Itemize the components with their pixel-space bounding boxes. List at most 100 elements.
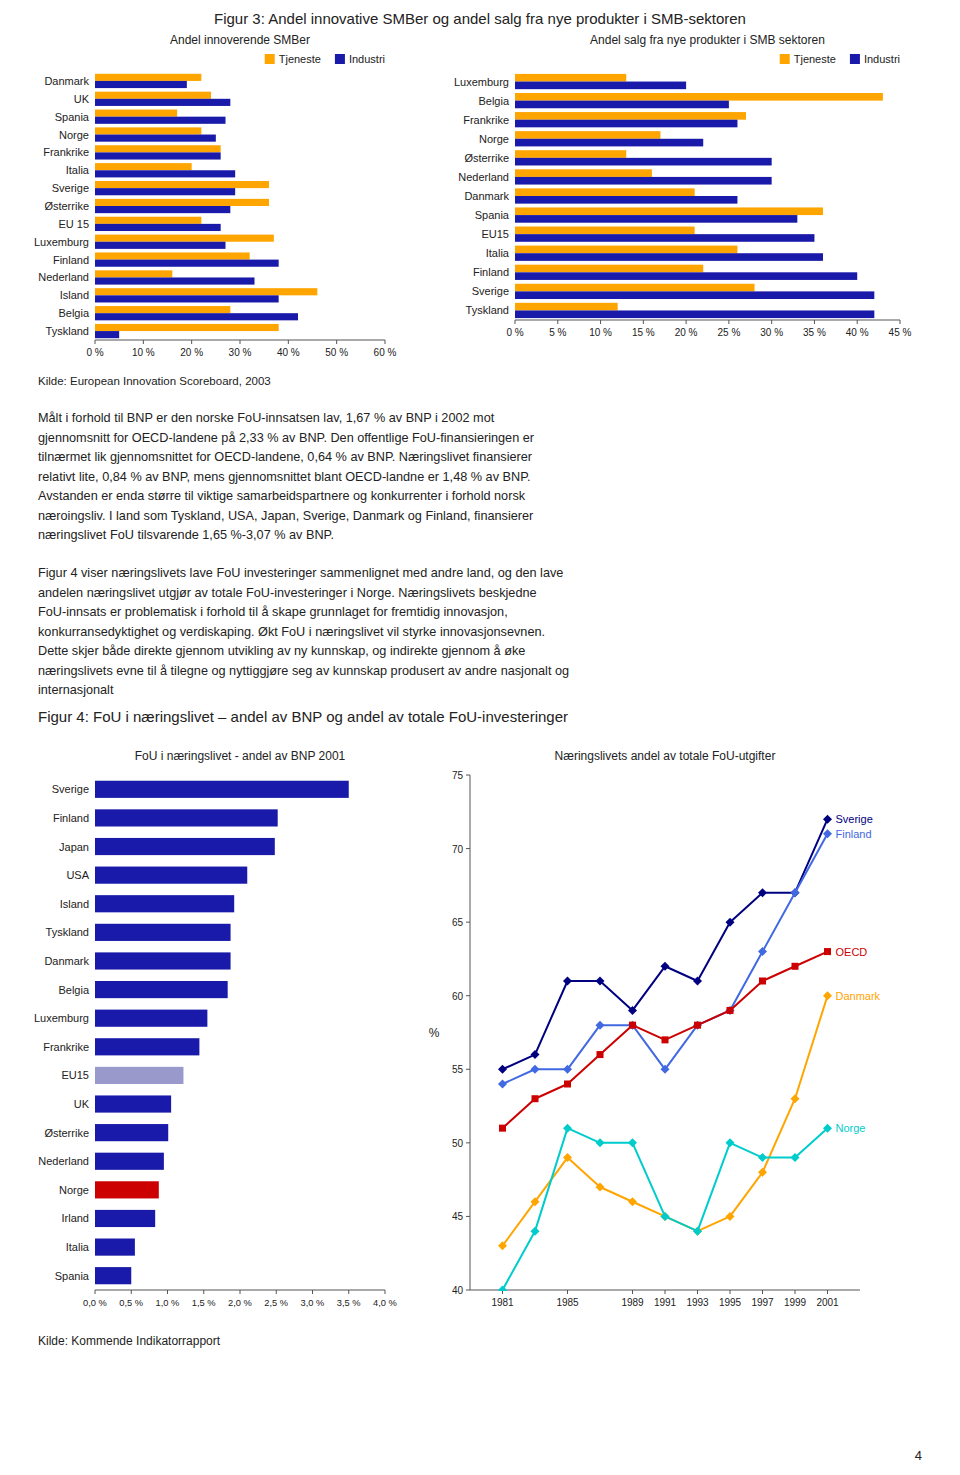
paragraph-line: Avstanden er enda større til viktige sam… — [38, 489, 526, 503]
tick-mark — [385, 340, 386, 344]
bar — [95, 74, 201, 81]
tick-label: 1989 — [621, 1297, 644, 1308]
marker — [823, 815, 832, 824]
tick-label: 3,5 % — [337, 1298, 361, 1308]
category-label: Danmark — [44, 75, 89, 87]
tick-mark — [728, 320, 729, 324]
category-label: Irland — [61, 1212, 89, 1224]
paragraph-line: internasjonalt — [38, 683, 114, 697]
y-axis: DanmarkUKSpaniaNorgeFrankrikeItaliaSveri… — [34, 75, 90, 337]
bar — [95, 1181, 159, 1198]
marker — [563, 977, 572, 986]
tick-mark — [95, 1290, 96, 1294]
category-label: Belgia — [58, 307, 89, 319]
chart-title: FoU i næringslivet - andel av BNP 2001 — [135, 749, 346, 763]
tick-mark — [466, 1142, 470, 1143]
bar — [95, 188, 235, 195]
bar — [95, 92, 211, 99]
page: 0 %10 %20 %30 %40 %50 %60 %DanmarkUKSpan… — [0, 0, 960, 1475]
marker — [661, 962, 670, 971]
paragraph-line: næringslivets evne til å tilegne og nytt… — [38, 664, 569, 678]
category-label: UK — [74, 93, 90, 105]
paragraph-line: næringslivet FoU tilsvarende 1,65 %-3,07… — [38, 528, 334, 542]
marker — [727, 1007, 734, 1014]
marker — [628, 1197, 637, 1206]
category-label: Italia — [486, 247, 510, 259]
tick-mark — [827, 1290, 828, 1294]
tick-label: 20 % — [180, 347, 203, 358]
marker — [824, 948, 831, 955]
tick-mark — [167, 1290, 168, 1294]
tick-label: 45 — [452, 1211, 464, 1222]
marker — [693, 1021, 702, 1030]
bar — [515, 303, 618, 311]
marker — [823, 991, 832, 1000]
marker — [693, 977, 702, 986]
tick-label: 15 % — [632, 327, 655, 338]
bar — [95, 1267, 131, 1284]
bar — [515, 101, 729, 109]
tick-mark — [240, 1290, 241, 1294]
marker — [531, 1065, 540, 1074]
category-label: USA — [66, 869, 89, 881]
bar — [95, 277, 255, 284]
tick-label: 25 % — [717, 327, 740, 338]
line — [503, 1128, 828, 1290]
x-axis: 0 %10 %20 %30 %40 %50 %60 % — [86, 340, 396, 358]
marker — [564, 1081, 571, 1088]
category-label: Østerrike — [44, 1127, 89, 1139]
tick-mark — [900, 320, 901, 324]
bar — [95, 252, 250, 259]
bar — [95, 135, 216, 142]
page-number: 4 — [915, 1448, 922, 1463]
marker — [628, 1138, 637, 1147]
tick-label: 1981 — [491, 1297, 514, 1308]
tick-mark — [632, 1290, 633, 1294]
series-labels: SverigeFinlandOECDDanmarkNorge — [836, 813, 881, 1134]
axis-line — [515, 320, 900, 321]
tick-label: 40 — [452, 1285, 464, 1296]
marker — [662, 1036, 669, 1043]
marker — [596, 1138, 605, 1147]
category-label: Frankrike — [43, 146, 89, 158]
paragraph-line: næroingsliv. I land som Tyskland, USA, J… — [38, 509, 534, 523]
bar — [515, 234, 814, 242]
tick-mark — [131, 1290, 132, 1294]
marker — [726, 918, 735, 927]
category-label: Italia — [66, 1241, 90, 1253]
tick-mark — [240, 340, 241, 344]
category-label: Tyskland — [466, 304, 509, 316]
tick-mark — [795, 1290, 796, 1294]
bar — [515, 120, 737, 128]
tick-label: 20 % — [675, 327, 698, 338]
category-label: Norge — [479, 133, 509, 145]
bar — [515, 284, 755, 292]
category-label: Danmark — [464, 190, 509, 202]
bar — [515, 227, 695, 235]
category-label: EU15 — [481, 228, 509, 240]
bar — [95, 324, 279, 331]
marker — [532, 1095, 539, 1102]
bar — [95, 260, 279, 267]
tick-label: 0 % — [86, 347, 103, 358]
tick-mark — [567, 1290, 568, 1294]
bar — [95, 145, 221, 152]
series-label: Norge — [836, 1122, 866, 1134]
tick-label: 10 % — [589, 327, 612, 338]
category-label: Spania — [55, 1270, 90, 1282]
bar — [515, 82, 686, 90]
category-label: Luxemburg — [34, 236, 89, 248]
line — [503, 952, 828, 1129]
bar — [95, 1153, 164, 1170]
tick-label: 40 % — [846, 327, 869, 338]
paragraph-line: andelen næringslivet utgjør av totale Fo… — [38, 586, 537, 600]
category-label: UK — [74, 1098, 90, 1110]
bar — [95, 127, 201, 134]
marker — [499, 1125, 506, 1132]
tick-label: 4,0 % — [373, 1298, 397, 1308]
category-label: Norge — [59, 1184, 89, 1196]
marker — [628, 1006, 637, 1015]
marker — [791, 888, 800, 897]
marker — [693, 1227, 702, 1236]
paragraph: Målt i forhold til BNP er den norske FoU… — [38, 411, 535, 542]
